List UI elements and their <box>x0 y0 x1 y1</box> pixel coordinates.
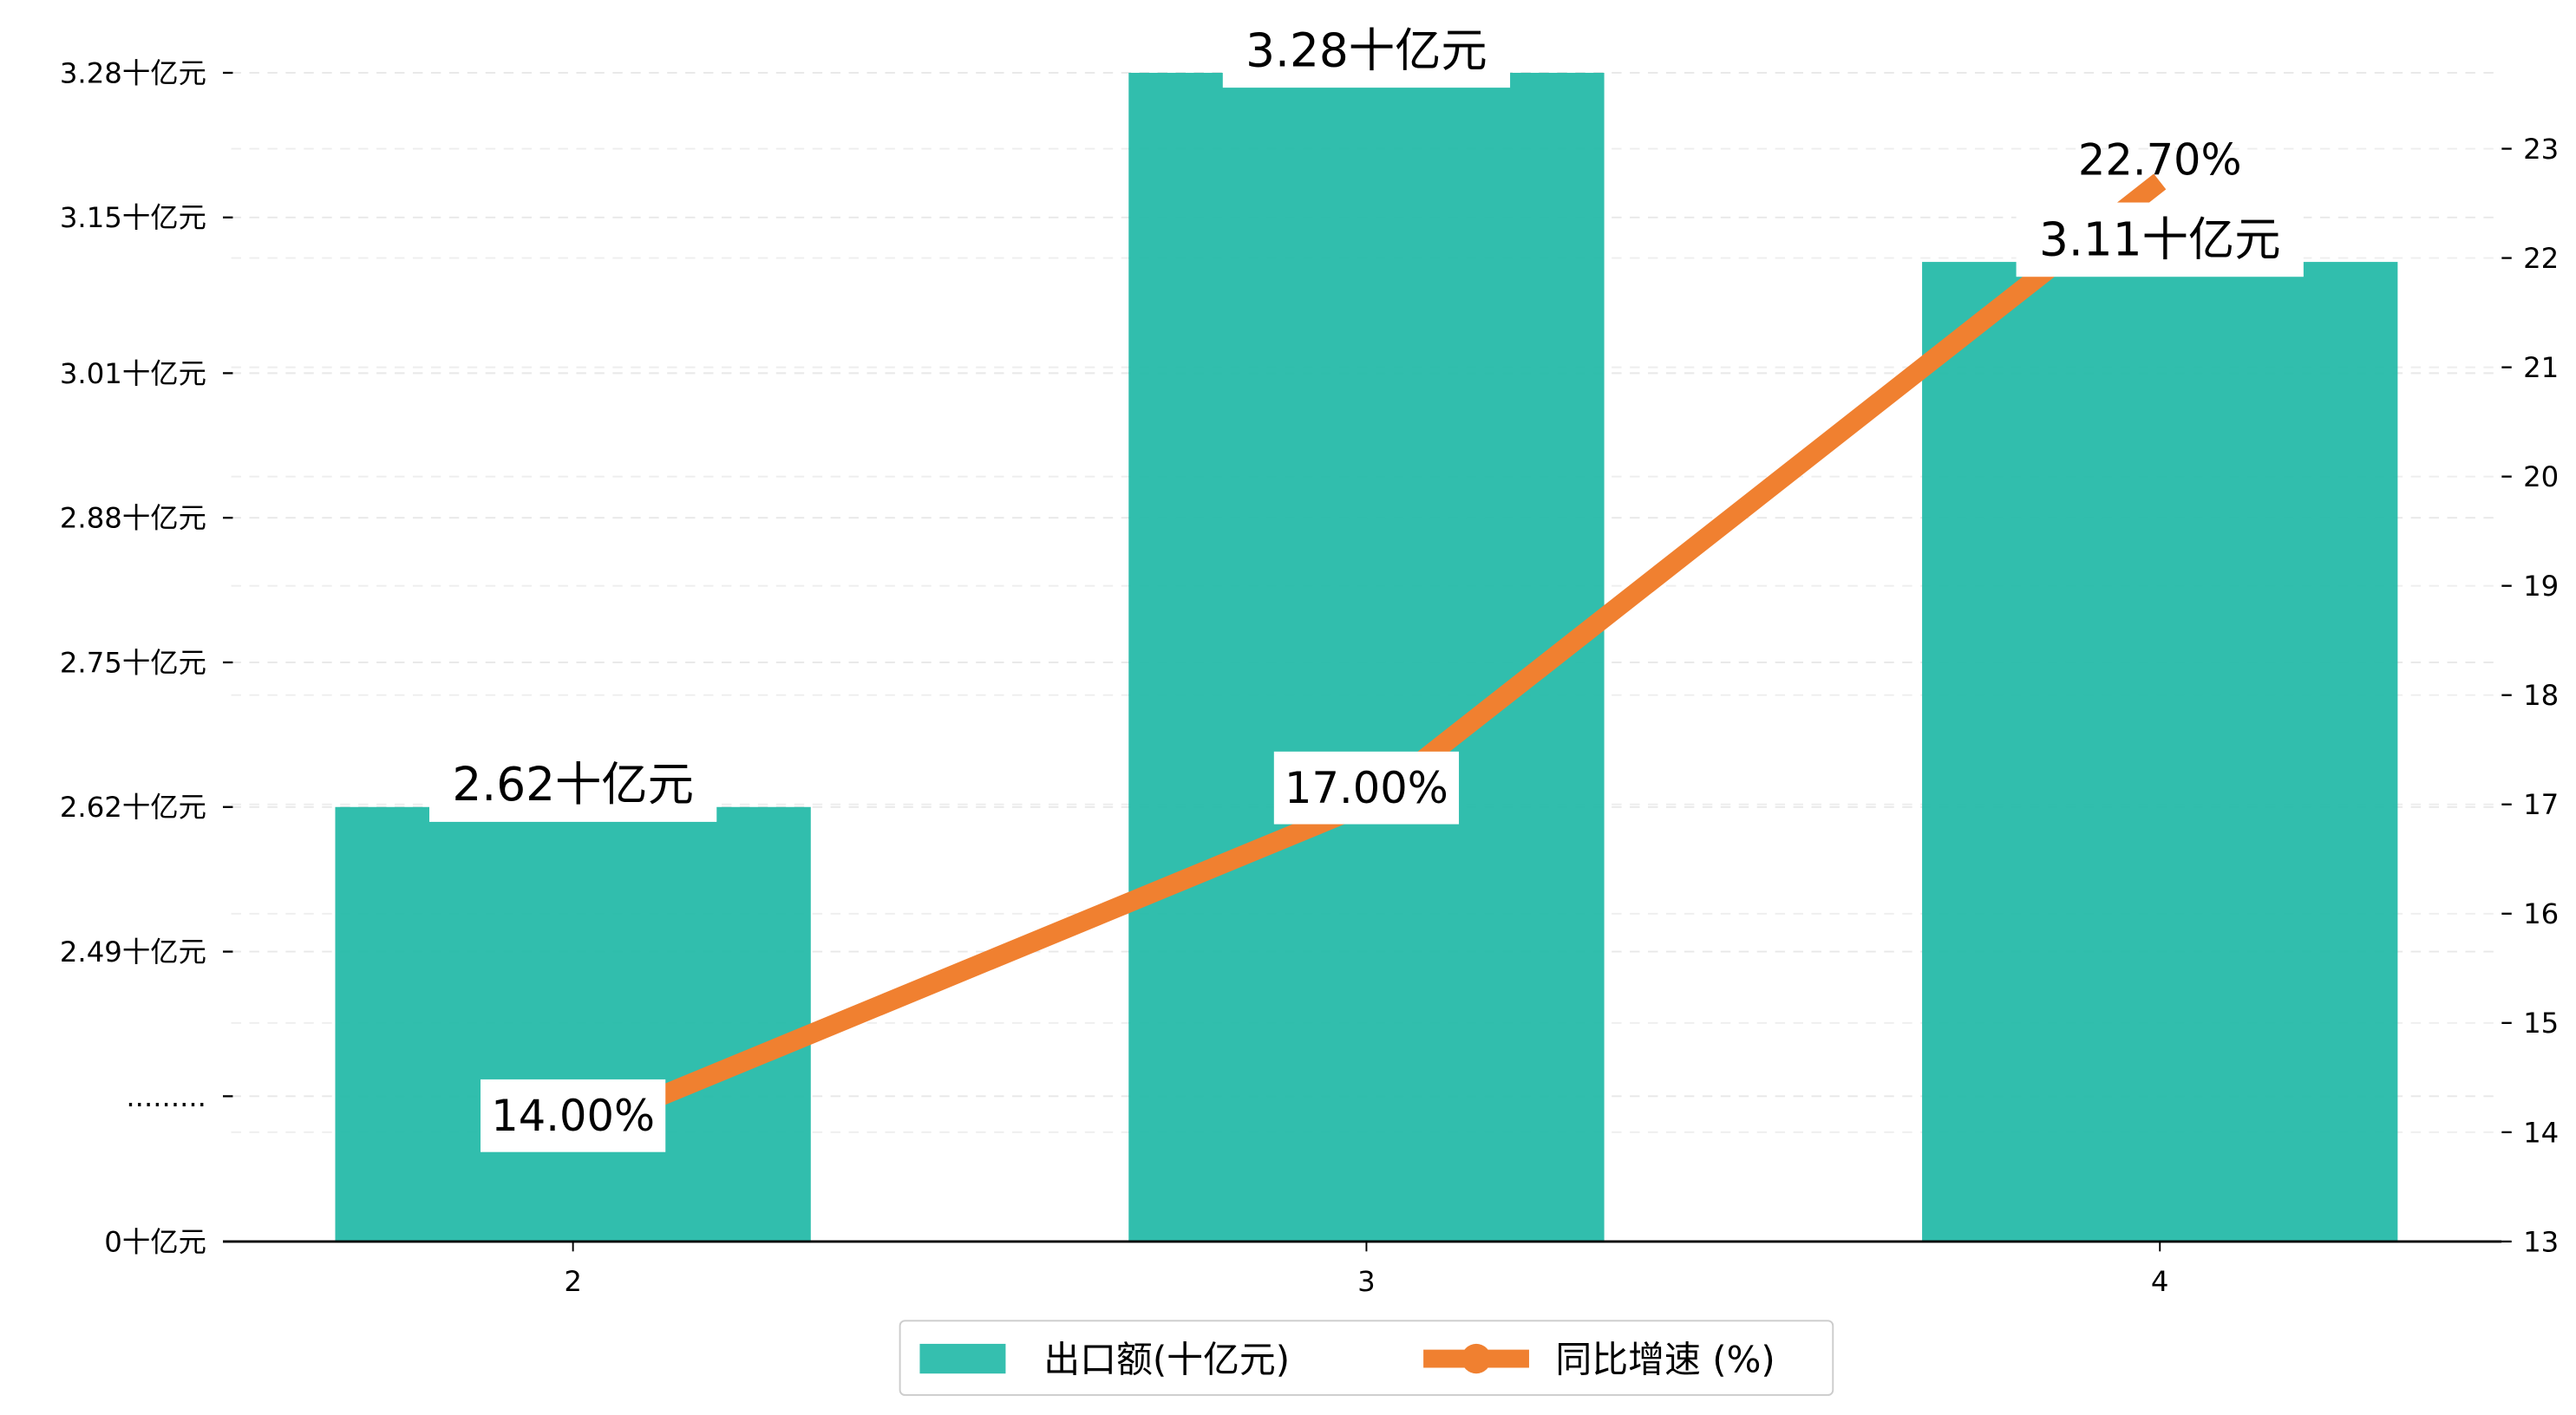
legend-bar-swatch <box>919 1343 1006 1374</box>
data-labels: 2.62十亿元 3.28十亿元 3.11十亿元 14.00% 17.00% 22.70% <box>429 13 2304 1152</box>
bar-value-label: 2.62十亿元 <box>452 758 694 812</box>
bars <box>335 72 2398 1242</box>
left-tick-label: 2.62十亿元 <box>60 791 206 824</box>
x-tick-label: 3 <box>1357 1265 1376 1298</box>
left-tick-label: 2.49十亿元 <box>60 936 206 968</box>
left-tick-label: 3.15十亿元 <box>60 201 206 234</box>
bar <box>1128 72 1605 1242</box>
bar-value-label: 3.11十亿元 <box>2039 212 2281 266</box>
x-tick-label: 4 <box>2151 1265 2169 1298</box>
right-tick-label: 15 <box>2523 1007 2559 1040</box>
right-tick-label: 21 <box>2523 351 2559 384</box>
right-tick-label: 14 <box>2523 1116 2559 1149</box>
right-tick-label: 20 <box>2523 460 2559 493</box>
line-value-label: 22.70% <box>2078 135 2242 186</box>
line-label-bg <box>1273 751 1460 825</box>
left-tick-label: 2.75十亿元 <box>60 646 206 679</box>
bar-label-bg <box>429 747 717 822</box>
legend-box <box>899 1320 1834 1396</box>
legend: 出口额(十亿元) 同比增速 (%) <box>899 1320 1834 1396</box>
bar-label-bg <box>1222 13 1511 88</box>
right-tick-label: 19 <box>2523 570 2559 603</box>
right-tick-label: 13 <box>2523 1225 2559 1258</box>
legend-label-growth: 同比增速 (%) <box>1555 1338 1775 1380</box>
x-tick-label: 2 <box>564 1265 582 1298</box>
right-tick-label: 22 <box>2523 242 2559 275</box>
bar-label-bg <box>2016 202 2304 277</box>
right-tick-label: 18 <box>2523 679 2559 712</box>
line-value-label: 17.00% <box>1285 763 1448 813</box>
bar <box>335 806 811 1242</box>
legend-label-export: 出口额(十亿元) <box>1043 1338 1290 1380</box>
right-tick-label: 23 <box>2523 133 2559 166</box>
left-tick-label: 3.01十亿元 <box>60 357 206 390</box>
left-tick-label: ......... <box>126 1080 206 1113</box>
legend-line-marker <box>1461 1343 1492 1374</box>
right-tick-label: 16 <box>2523 897 2559 930</box>
line-label-bg <box>481 1079 666 1152</box>
axes: 0十亿元......... 2.49十亿元 2.62十亿元 2.75十亿元 2.88十亿… <box>60 56 2559 1298</box>
bar <box>1922 262 2398 1242</box>
left-tick-label: 0十亿元 <box>104 1225 206 1258</box>
bar-value-label: 3.28十亿元 <box>1246 23 1487 77</box>
left-tick-label: 3.28十亿元 <box>60 56 206 89</box>
line-value-label: 14.00% <box>491 1091 655 1141</box>
left-tick-label: 2.88十亿元 <box>60 502 206 535</box>
right-tick-label: 17 <box>2523 788 2559 821</box>
